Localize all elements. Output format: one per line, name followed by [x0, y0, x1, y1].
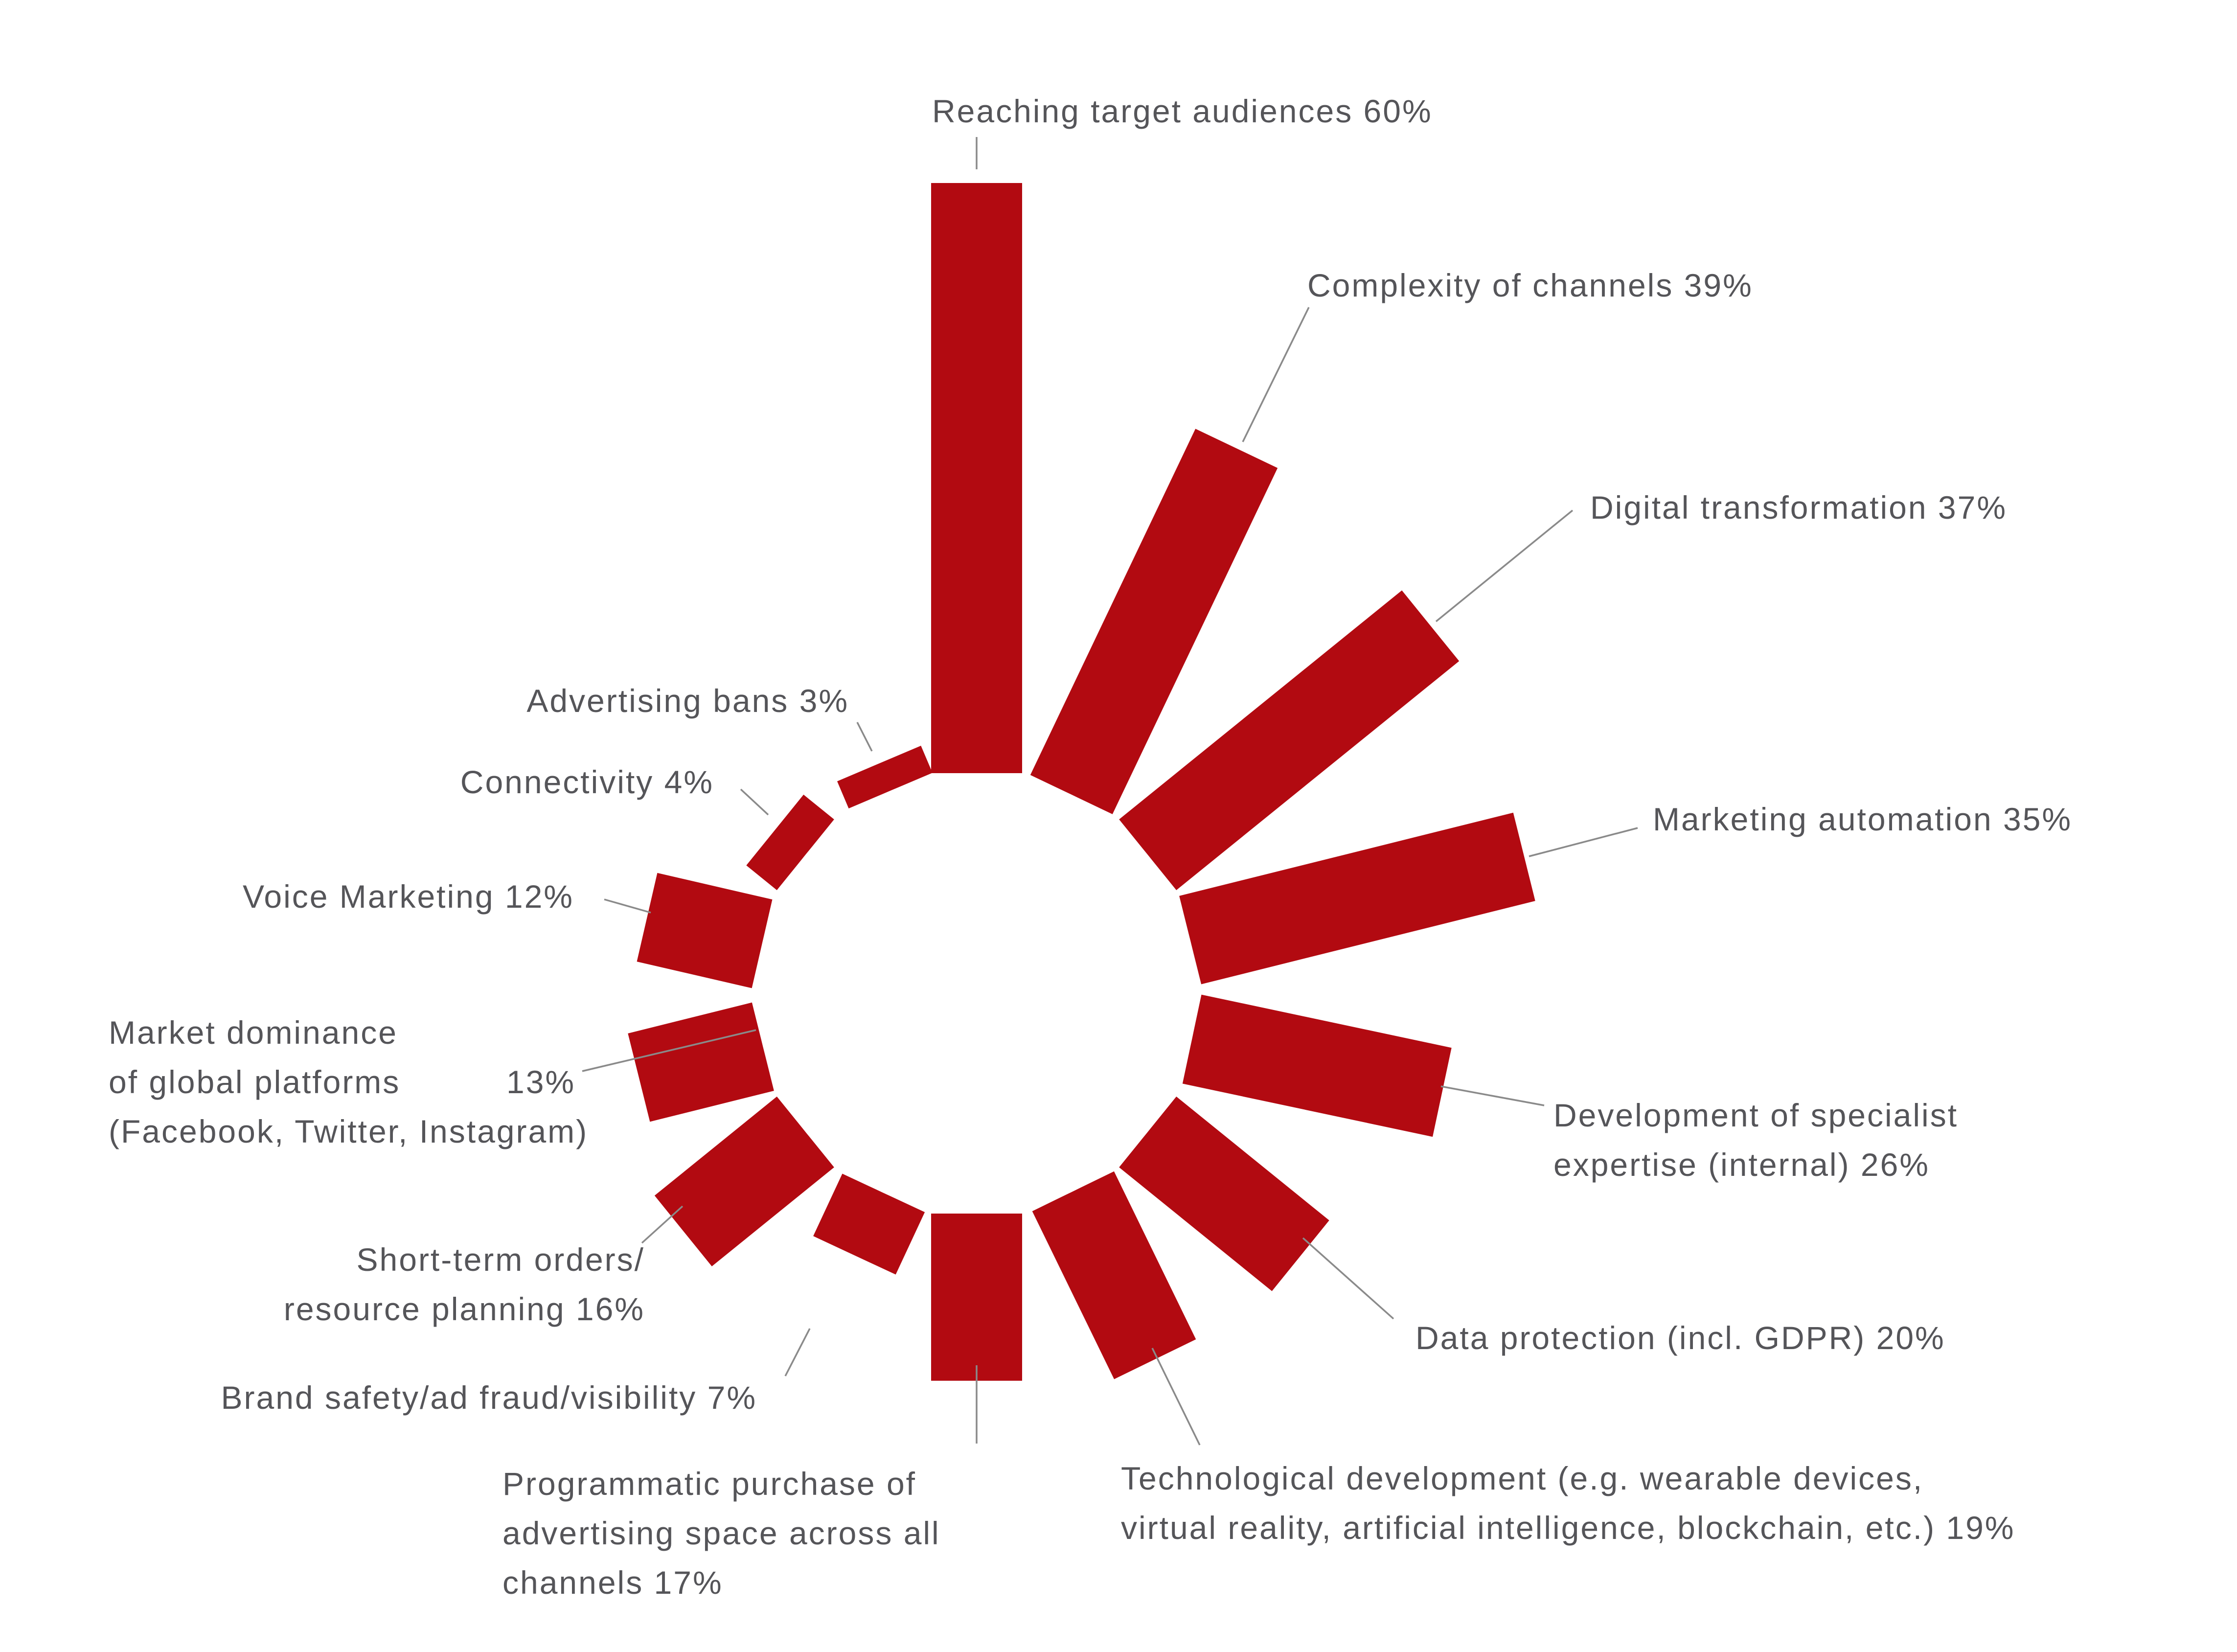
- label-connectivity: Connectivity 4%: [460, 764, 714, 800]
- leader-line-digital-transformation: [1435, 509, 1574, 622]
- leader-line-short-term-orders-resource-planning: [641, 1205, 684, 1244]
- center-hole: [756, 773, 1197, 1214]
- label-reaching-target-audiences: Reaching target audiences 60%: [932, 93, 1433, 129]
- label-short-term-orders-resource-planning: Short-term orders/resource planning 16%: [284, 1241, 645, 1327]
- label-marketing-automation: Marketing automation 35%: [1653, 801, 2072, 837]
- bar-market-dominance-of-global-platforms-fac: [628, 1002, 774, 1122]
- label-advertising-bans: Advertising bans 3%: [526, 683, 849, 719]
- bar-voice-marketing: [637, 872, 773, 988]
- bar-data-protection-incl-gdpr: [1119, 1096, 1329, 1291]
- label-voice-marketing: Voice Marketing 12%: [243, 878, 574, 915]
- leader-line-marketing-automation: [1529, 827, 1638, 857]
- leader-line-connectivity: [740, 788, 769, 816]
- bar-technological-development-e-g-wearable-d: [1032, 1171, 1196, 1379]
- label-technological-development-e-g-wearable-d: Technological development (e.g. wearable…: [1121, 1460, 2015, 1546]
- leader-line-advertising-bans: [856, 722, 873, 752]
- leader-line-complexity-of-channels: [1242, 307, 1310, 442]
- bar-marketing-automation: [1179, 812, 1535, 985]
- leader-line-market-dominance-of-global-platforms-fac: [582, 1029, 756, 1072]
- label-market-dominance-of-global-platforms-fac: Market dominance of global platforms (Face…: [109, 1014, 588, 1149]
- leader-line-data-protection-incl-gdpr: [1302, 1237, 1394, 1320]
- leader-lines-group: [582, 137, 1638, 1446]
- bar-connectivity: [746, 794, 834, 891]
- bar-complexity-of-channels: [1030, 429, 1278, 814]
- leader-line-development-of-specialist-expertise-inte: [1440, 1085, 1545, 1106]
- leader-line-brand-safety-ad-fraud-visibility: [784, 1328, 811, 1377]
- bar-advertising-bans: [837, 745, 933, 809]
- label-programmatic-purchase-of-advertising-spa: Programmatic purchase of advertising spac…: [502, 1466, 940, 1601]
- label-development-of-specialist-expertise-inte: Development of specialist expertise (inte…: [1553, 1097, 1958, 1183]
- leader-line-technological-development-e-g-wearable-d: [1151, 1348, 1201, 1446]
- label-complexity-of-channels: Complexity of channels 39%: [1307, 267, 1753, 303]
- bar-programmatic-purchase-of-advertising-spa: [931, 1214, 1022, 1381]
- bar-reaching-target-audiences: [931, 183, 1022, 773]
- label-digital-transformation: Digital transformation 37%: [1590, 489, 2007, 526]
- label-data-protection-incl-gdpr: Data protection (incl. GDPR) 20%: [1415, 1320, 1945, 1356]
- bar-digital-transformation: [1119, 590, 1460, 891]
- bar-development-of-specialist-expertise-inte: [1182, 994, 1452, 1137]
- value-label-market-dominance-of-global-platforms-fac: 13%: [506, 1064, 575, 1100]
- leader-line-voice-marketing: [604, 898, 651, 914]
- bar-brand-safety-ad-fraud-visibility: [813, 1173, 925, 1275]
- label-brand-safety-ad-fraud-visibility: Brand safety/ad fraud/visibility 7%: [221, 1379, 757, 1416]
- bars-group: [628, 183, 1535, 1381]
- bar-short-term-orders-resource-planning: [654, 1096, 834, 1266]
- labels-group: Reaching target audiences 60% Complexity …: [109, 93, 2072, 1601]
